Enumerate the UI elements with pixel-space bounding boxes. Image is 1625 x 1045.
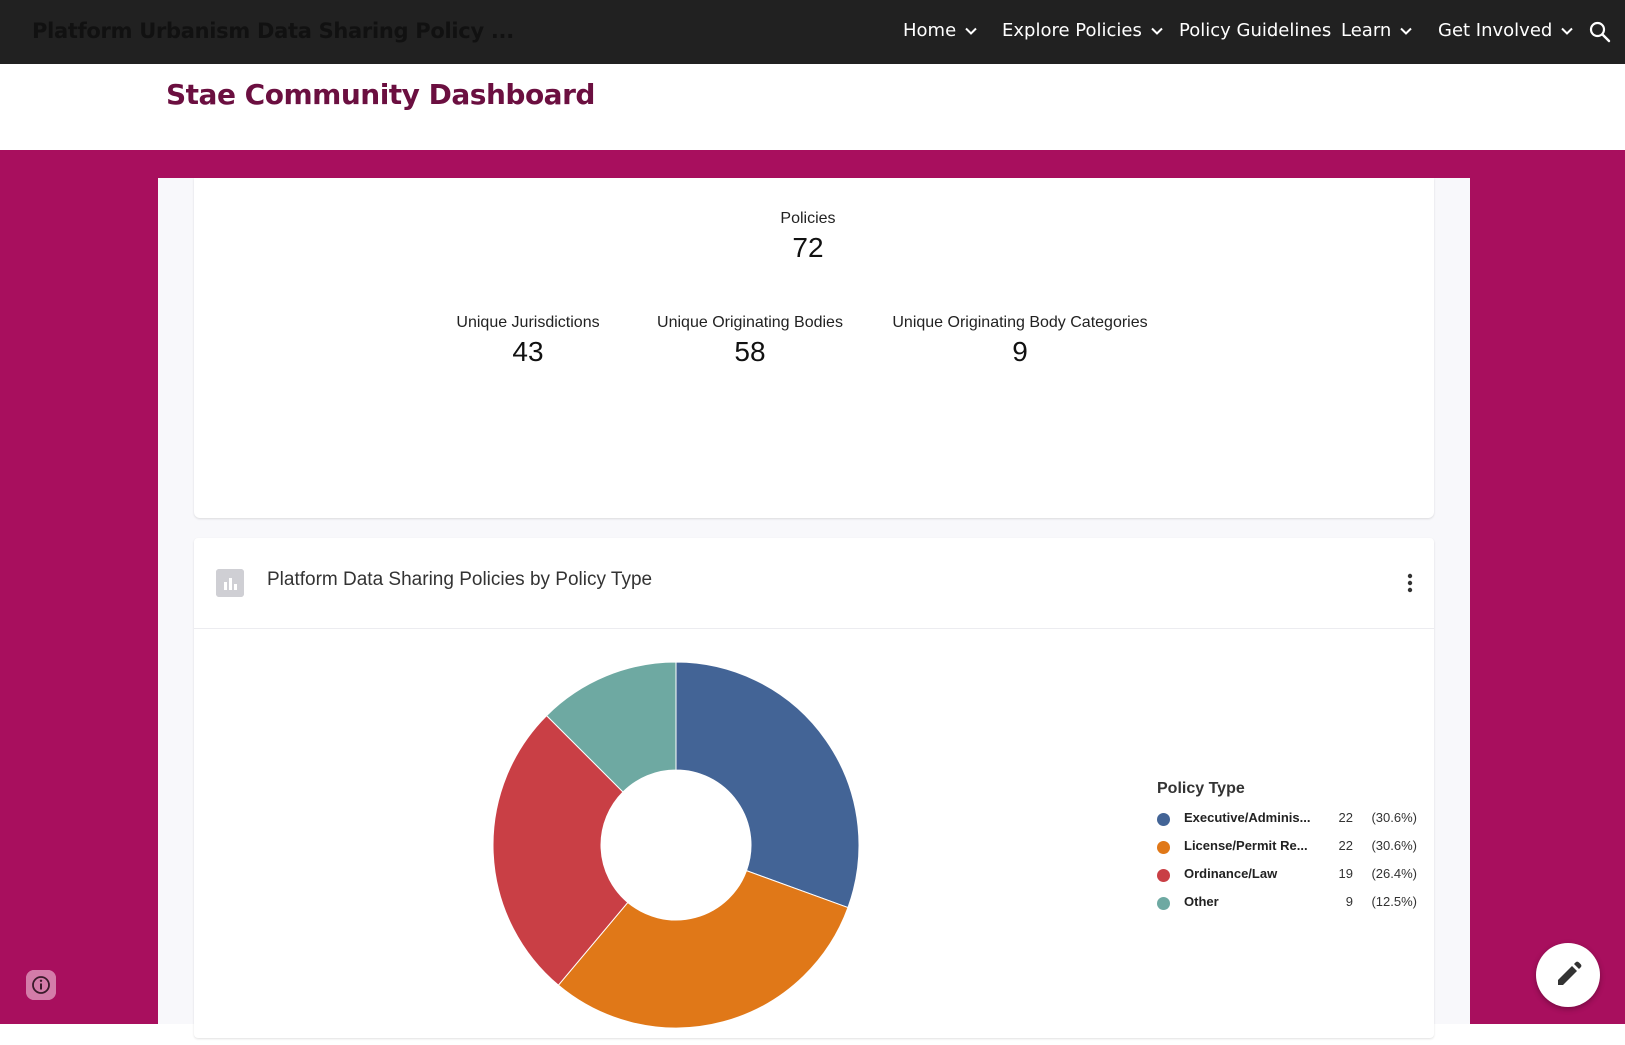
- stat-value: 43: [512, 336, 544, 367]
- chevron-down-icon: [965, 27, 977, 35]
- legend-label: Ordinance/Law: [1184, 866, 1278, 881]
- legend-item[interactable]: License/Permit Re... 22 (30.6%): [1157, 836, 1417, 864]
- legend-swatch: [1157, 841, 1170, 854]
- nav-item-label: Get Involved: [1438, 20, 1553, 41]
- bar-chart-icon: [216, 569, 244, 597]
- chart-legend: Policy Type Executive/Adminis... 22 (30.6%…: [1157, 780, 1417, 920]
- nav-item-policy-guidelines[interactable]: Policy Guidelines: [1179, 20, 1331, 41]
- stat-value: 58: [734, 336, 766, 367]
- stat-value: 9: [1012, 336, 1028, 367]
- pie-slice[interactable]: [557, 870, 849, 1029]
- pie-slice[interactable]: [492, 714, 629, 986]
- nav-item-label: Explore Policies: [1002, 20, 1142, 41]
- edit-button[interactable]: [1536, 943, 1600, 1007]
- chart-title: Platform Data Sharing Policies by Policy…: [267, 569, 653, 590]
- chevron-down-icon: [1400, 27, 1413, 35]
- stat-value: 72: [792, 232, 824, 263]
- legend-percent: (30.6%): [1371, 810, 1417, 825]
- stat-unique-originating-bodies: Unique Originating Bodies 58: [630, 314, 870, 368]
- legend-count: 19: [1338, 866, 1353, 881]
- edit-pencil-icon: [1558, 961, 1582, 985]
- search-icon[interactable]: [1588, 20, 1612, 44]
- legend-percent: (30.6%): [1371, 838, 1417, 853]
- stat-unique-originating-body-categories: Unique Originating Body Categories 9: [860, 314, 1180, 368]
- legend-item[interactable]: Ordinance/Law 19 (26.4%): [1157, 864, 1417, 892]
- nav-item-learn[interactable]: Learn: [1341, 20, 1413, 41]
- stat-label: Unique Originating Bodies: [657, 314, 843, 331]
- legend-item[interactable]: Executive/Adminis... 22 (30.6%): [1157, 808, 1417, 836]
- nav-item-label: Learn: [1341, 20, 1392, 41]
- stat-label: Unique Originating Body Categories: [892, 314, 1148, 331]
- nav-item-home[interactable]: Home: [903, 20, 978, 41]
- legend-swatch: [1157, 897, 1170, 910]
- chevron-down-icon: [1561, 27, 1574, 35]
- legend-swatch: [1157, 869, 1170, 882]
- legend-percent: (12.5%): [1371, 894, 1417, 909]
- donut-chart: [492, 661, 860, 1029]
- more-vert-icon[interactable]: [1398, 571, 1422, 595]
- page-title: Stae Community Dashboard: [166, 78, 595, 111]
- chart-card-header: Platform Data Sharing Policies by Policy…: [194, 538, 1434, 629]
- pie-slice[interactable]: [675, 661, 860, 909]
- nav-item-explore-policies[interactable]: Explore Policies: [1002, 20, 1164, 41]
- stats-card: Policies 72 Unique Jurisdictions 43 Uniq…: [194, 178, 1434, 518]
- legend-count: 22: [1338, 838, 1353, 853]
- pie-slice[interactable]: [545, 661, 677, 793]
- legend-label: Executive/Adminis...: [1184, 810, 1311, 825]
- top-navigation-bar: Platform Urbanism Data Sharing Policy ..…: [0, 0, 1625, 64]
- stat-label: Policies: [780, 210, 836, 227]
- legend-count: 9: [1345, 894, 1353, 909]
- legend-label: License/Permit Re...: [1184, 838, 1308, 853]
- info-icon[interactable]: [26, 970, 56, 1000]
- stat-policies: Policies 72: [688, 210, 928, 264]
- nav-item-label: Policy Guidelines: [1179, 20, 1332, 41]
- legend-item[interactable]: Other 9 (12.5%): [1157, 892, 1417, 920]
- stat-label: Unique Jurisdictions: [456, 314, 600, 331]
- page-header: [0, 64, 1625, 150]
- legend-swatch: [1157, 813, 1170, 826]
- legend-label: Other: [1184, 894, 1219, 909]
- stat-unique-jurisdictions: Unique Jurisdictions 43: [428, 314, 628, 368]
- chevron-down-icon: [1151, 27, 1163, 35]
- legend-count: 22: [1338, 810, 1353, 825]
- nav-item-label: Home: [903, 20, 957, 41]
- site-title[interactable]: Platform Urbanism Data Sharing Policy ..…: [32, 19, 514, 43]
- legend-percent: (26.4%): [1371, 866, 1417, 881]
- nav-item-get-involved[interactable]: Get Involved: [1438, 20, 1574, 41]
- legend-title: Policy Type: [1157, 780, 1245, 797]
